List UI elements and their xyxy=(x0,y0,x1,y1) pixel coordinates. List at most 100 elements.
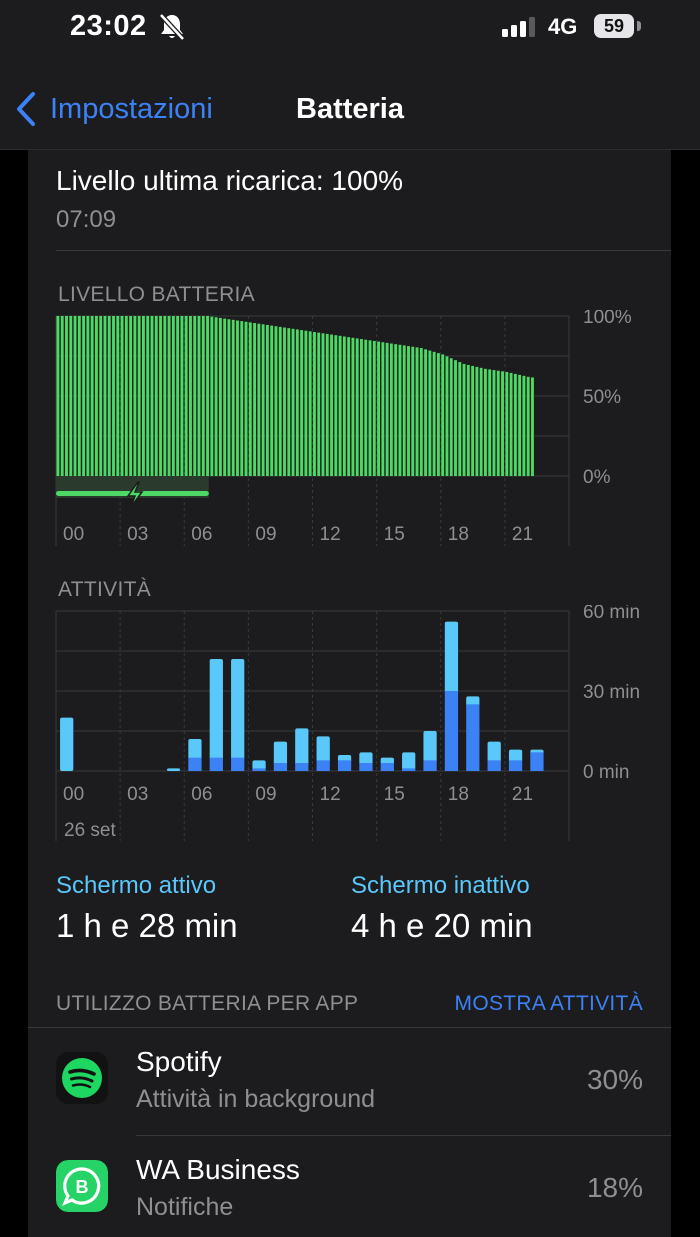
battery-bar xyxy=(398,344,402,476)
svg-text:B: B xyxy=(76,1177,89,1197)
battery-bar xyxy=(355,338,359,476)
x-tick-label: 21 xyxy=(512,524,533,545)
battery-bar xyxy=(236,320,239,476)
app-detail: Attività in background xyxy=(136,1085,376,1113)
battery-bar xyxy=(180,316,184,476)
screen-off-label: Schermo inattivo xyxy=(351,872,530,899)
battery-bar xyxy=(167,316,171,476)
page-title: Batteria xyxy=(296,93,404,125)
app-detail: Notifiche xyxy=(136,1193,234,1221)
activity-bar-active xyxy=(359,763,373,771)
battery-bar xyxy=(218,317,222,476)
date-label: 26 set xyxy=(64,820,116,841)
x-tick-label: 15 xyxy=(384,524,405,545)
battery-bar xyxy=(488,369,492,476)
battery-bar xyxy=(99,316,103,476)
cellular-signal-icon xyxy=(502,17,535,37)
x-tick-label: 15 xyxy=(384,784,405,805)
app-name: Spotify xyxy=(136,1046,222,1077)
activity-bar-inactive xyxy=(209,659,223,760)
battery-bar xyxy=(505,372,509,476)
activity-bar-inactive xyxy=(166,768,181,771)
battery-bar xyxy=(257,323,261,476)
battery-bar xyxy=(69,316,73,476)
app-row-wa-business[interactable]: B WA Business Notifiche 18% xyxy=(28,1136,671,1237)
battery-bar xyxy=(342,336,346,476)
battery-bar xyxy=(265,324,269,476)
y-tick-label: 0 min xyxy=(583,762,629,783)
battery-bar xyxy=(60,316,64,476)
activity-bar-active xyxy=(402,768,416,771)
app-row-spotify[interactable]: Spotify Attività in background 30% xyxy=(28,1028,671,1136)
network-type: 4G xyxy=(548,14,578,39)
back-button[interactable]: Impostazioni xyxy=(14,89,213,129)
battery-bar xyxy=(526,376,530,476)
battery-bar xyxy=(471,365,475,476)
activity-bar-active xyxy=(423,760,437,771)
battery-icon: 59 xyxy=(594,14,634,38)
battery-bar xyxy=(86,316,90,476)
battery-bar xyxy=(261,324,265,476)
x-tick-label: 12 xyxy=(320,524,341,545)
battery-bar xyxy=(77,316,81,476)
x-tick-label: 18 xyxy=(448,784,469,805)
x-tick-label: 00 xyxy=(63,524,84,545)
x-tick-label: 03 xyxy=(127,524,148,545)
status-bar: 23:02 4G 59 xyxy=(0,0,700,56)
battery-bar xyxy=(501,371,504,476)
activity-bar-inactive xyxy=(60,717,74,771)
battery-bar xyxy=(475,366,479,476)
battery-bar xyxy=(492,370,496,476)
battery-bar xyxy=(381,342,385,476)
activity-bar-inactive xyxy=(444,621,459,693)
battery-bar xyxy=(300,330,304,476)
battery-bar xyxy=(304,330,308,476)
battery-bar xyxy=(466,364,470,476)
battery-chart-title: LIVELLO BATTERIA xyxy=(58,283,255,306)
activity-bar-active xyxy=(337,760,352,771)
battery-bar xyxy=(240,321,244,476)
battery-bar xyxy=(308,331,312,476)
battery-bar xyxy=(133,316,137,476)
battery-bar xyxy=(287,328,291,476)
activity-bar-active xyxy=(316,760,330,771)
back-label: Impostazioni xyxy=(50,92,213,125)
x-tick-label: 21 xyxy=(512,784,533,805)
battery-bar xyxy=(313,332,316,476)
x-tick-label: 06 xyxy=(191,524,212,545)
battery-bar xyxy=(372,340,376,476)
battery-bar xyxy=(368,340,372,476)
activity-bar-inactive xyxy=(316,736,330,763)
battery-bar xyxy=(193,316,197,476)
activity-bar-active xyxy=(231,757,245,771)
battery-bar xyxy=(509,372,513,476)
last-charge-time: 07:09 xyxy=(56,206,117,233)
x-tick-label: 09 xyxy=(255,784,276,805)
x-tick-label: 00 xyxy=(63,784,84,805)
battery-bar xyxy=(278,326,282,476)
battery-card: Livello ultima ricarica: 100% 07:09 LIVE… xyxy=(28,150,671,1237)
status-time: 23:02 xyxy=(70,10,147,42)
divider xyxy=(56,250,671,251)
battery-bar xyxy=(295,329,299,476)
battery-bar xyxy=(351,337,355,476)
battery-bar xyxy=(407,346,410,476)
battery-bar xyxy=(518,374,522,476)
battery-bar xyxy=(270,325,274,476)
battery-bar xyxy=(248,322,252,476)
battery-bar xyxy=(522,375,526,476)
activity-bar-inactive xyxy=(273,741,288,765)
last-charge-label: Livello ultima ricarica: 100% xyxy=(56,165,404,196)
y-tick-label: 0% xyxy=(583,467,611,488)
battery-bar xyxy=(103,316,107,476)
show-activity-link[interactable]: MOSTRA ATTIVITÀ xyxy=(454,992,643,1015)
battery-bar xyxy=(120,316,124,476)
battery-bar xyxy=(432,351,436,476)
battery-bar xyxy=(394,344,398,476)
battery-level-chart[interactable]: 100% 50% 0% 00 03 06 09 12 15 18 21 xyxy=(28,310,671,550)
battery-bar xyxy=(458,362,462,476)
activity-chart[interactable]: 60 min 30 min 0 min 00 03 06 09 12 15 18 21 26 set xyxy=(28,605,671,845)
battery-bar xyxy=(330,334,333,476)
x-tick-label: 06 xyxy=(191,784,212,805)
battery-bar xyxy=(449,358,453,476)
